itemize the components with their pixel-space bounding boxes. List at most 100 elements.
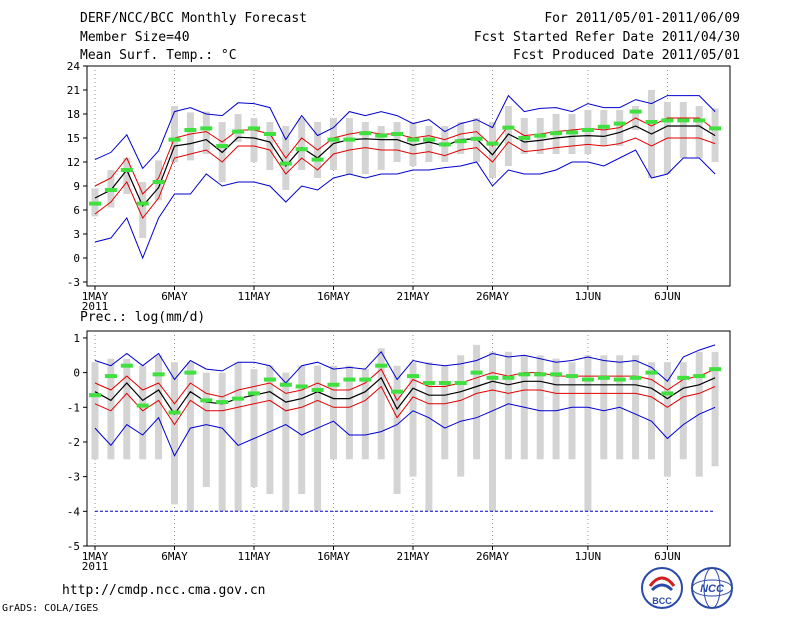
mode-marker (407, 137, 419, 142)
mode-marker (613, 377, 626, 382)
y-tick-label: -2 (67, 436, 80, 449)
spread-bar (425, 362, 433, 512)
spread-bar (632, 355, 640, 460)
mode-marker (375, 363, 388, 368)
ncc-logo-text: NCC (700, 583, 725, 595)
mode-marker (581, 377, 594, 382)
x-tick-label: 6JUN (654, 550, 681, 563)
mode-marker (391, 389, 404, 394)
y-tick-label: -3 (67, 471, 80, 484)
y-tick-label: 0 (73, 367, 80, 380)
mode-marker (375, 133, 388, 138)
y-tick-label: 15 (67, 132, 80, 145)
mode-marker (184, 370, 197, 375)
upper-line (94, 368, 716, 405)
spread-bar (663, 362, 671, 477)
mode-marker (709, 126, 722, 131)
mode-marker (216, 400, 229, 405)
spread-bar (489, 122, 496, 178)
variable-label: Mean Surf. Temp.: °C (80, 48, 237, 63)
mode-marker (566, 130, 578, 135)
mode-marker (709, 367, 722, 372)
mode-marker (629, 109, 642, 114)
mode-marker (422, 137, 435, 142)
spread-bar (504, 351, 512, 460)
x-tick-label: 11MAY (237, 290, 270, 303)
mode-marker (454, 139, 467, 144)
y-tick-label: -5 (67, 540, 80, 553)
mode-marker (438, 381, 451, 386)
ncc-logo: NCC (688, 566, 736, 610)
x-tick-label: 21MAY (396, 550, 429, 563)
spread-bar (425, 126, 433, 162)
x-tick-label: 26MAY (476, 550, 509, 563)
mode-marker (295, 147, 308, 152)
y-tick-label: 12 (67, 156, 80, 169)
refer-date: Fcst Started Refer Date 2011/04/30 (473, 30, 740, 45)
mode-marker (216, 144, 229, 148)
forecast-period: For 2011/05/01-2011/06/09 (544, 11, 740, 26)
spread-bar (345, 365, 353, 460)
spread-bar (377, 126, 385, 170)
spread-bar (171, 106, 178, 162)
mode-marker (184, 128, 197, 132)
spread-bar (139, 182, 147, 238)
x-tick-label: 1MAY (82, 550, 109, 563)
spread-bar (489, 351, 496, 512)
mode-marker (597, 375, 610, 380)
spread-bar (155, 355, 163, 460)
mode-marker (597, 124, 610, 129)
mode-marker (343, 137, 356, 142)
mode-marker (327, 382, 340, 387)
y-tick-label: 21 (67, 84, 80, 97)
spread-bar (679, 362, 687, 460)
y-tick-label: 9 (73, 180, 80, 193)
mode-marker (232, 129, 245, 134)
spread-bar (536, 355, 544, 460)
mode-marker (502, 125, 515, 130)
mode-marker (359, 377, 372, 382)
spread-bar (139, 365, 147, 460)
mode-marker (550, 372, 563, 377)
mode-marker (200, 398, 213, 403)
max-line (94, 403, 716, 457)
spread-bar (202, 372, 210, 488)
mode-marker (89, 201, 101, 206)
mode-marker (550, 131, 563, 136)
spread-bar (552, 358, 560, 460)
x-tick-label: 6MAY (161, 550, 188, 563)
spread-bar (409, 122, 417, 166)
spread-bar (123, 158, 131, 194)
mode-marker (248, 391, 260, 396)
bcc-logo: BCC (640, 566, 684, 610)
mode-marker (104, 188, 117, 192)
max-line (94, 149, 716, 260)
mode-marker (534, 372, 547, 377)
x-tick-label: 1MAY (82, 290, 109, 303)
mode-marker (104, 374, 117, 379)
mode-marker (661, 391, 674, 396)
y-tick-label: 18 (67, 108, 80, 121)
x-tick-label: 1JUN (575, 550, 602, 563)
mode-marker (645, 120, 658, 124)
mode-marker (311, 157, 324, 162)
mode-marker (486, 141, 499, 146)
spread-bar (218, 372, 226, 512)
min-line (94, 94, 716, 170)
spread-bar (107, 358, 115, 460)
y-tick-label: 1 (73, 332, 80, 345)
mode-marker (263, 377, 276, 382)
min-line (94, 344, 716, 384)
mode-marker (168, 410, 181, 415)
spread-bar (695, 106, 703, 158)
mode-marker (136, 201, 149, 206)
source-url[interactable]: http://cmdp.ncc.cma.gov.cn (62, 583, 266, 598)
median-line (94, 125, 716, 208)
spread-bar (457, 355, 465, 477)
mode-marker (152, 180, 165, 184)
spread-bar (568, 362, 576, 460)
mode-marker (391, 132, 404, 136)
mode-marker (629, 375, 642, 380)
y-tick-label: -3 (67, 276, 80, 289)
